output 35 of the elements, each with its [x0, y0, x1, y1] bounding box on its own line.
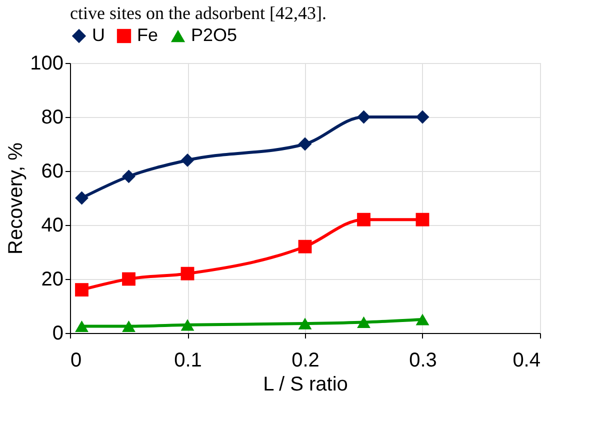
point	[298, 137, 312, 151]
point	[357, 316, 370, 328]
point	[357, 110, 370, 124]
y-tick-label: 40	[41, 214, 64, 236]
x-tick-label: 0.4	[512, 350, 540, 372]
point	[122, 320, 136, 332]
point	[416, 110, 430, 124]
point	[122, 272, 136, 286]
x-tick-label: 0.1	[174, 350, 202, 372]
x-tick-label: 0	[70, 350, 82, 372]
y-tick-label: 20	[41, 268, 64, 290]
point	[357, 212, 370, 226]
point	[180, 153, 194, 167]
point	[298, 240, 312, 254]
legend-label: U	[92, 25, 105, 45]
y-tick-label: 60	[41, 160, 64, 182]
y-tick-label: 0	[52, 322, 64, 344]
point	[75, 191, 88, 205]
legend-label: P2O5	[191, 25, 238, 45]
point	[122, 170, 136, 184]
y-tick-label: 100	[30, 52, 64, 74]
y-tick-label: 80	[41, 106, 64, 128]
point	[75, 283, 88, 297]
point	[180, 319, 194, 331]
legend-label: Fe	[137, 25, 158, 45]
text: ctive sites on the adsorbent [42,43].	[70, 3, 326, 23]
point	[180, 266, 194, 280]
point	[416, 314, 430, 326]
x-axis-title: L / S ratio	[263, 374, 348, 396]
point	[416, 212, 430, 226]
x-tick-label: 0.3	[409, 350, 437, 372]
point	[75, 320, 88, 332]
y-axis-title: Recovery, %	[5, 142, 28, 254]
point	[298, 318, 312, 330]
x-tick-label: 0.2	[292, 350, 320, 372]
